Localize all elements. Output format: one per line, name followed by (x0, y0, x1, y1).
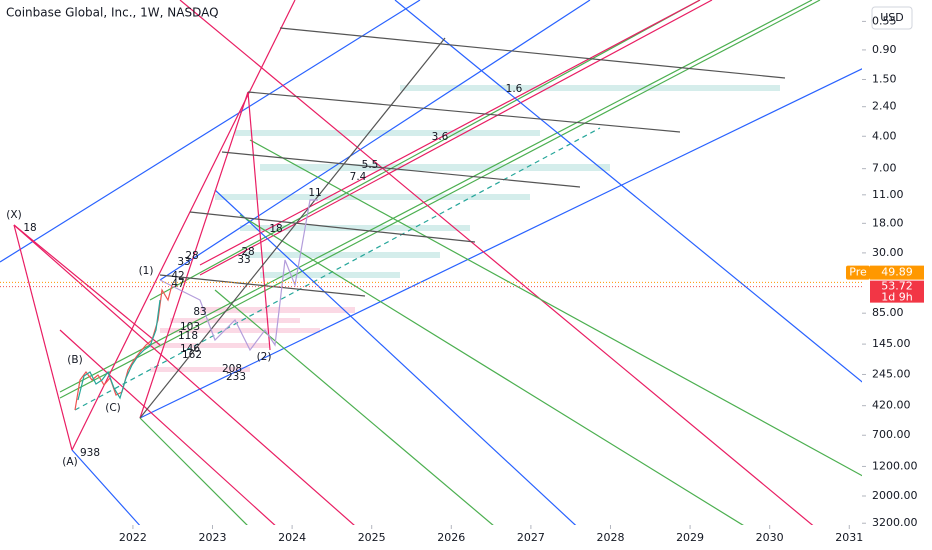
chart-title: Coinbase Global, Inc., 1W, NASDAQ (6, 6, 219, 20)
premarket-badge (870, 265, 924, 280)
countdown: 1d 9h (881, 291, 912, 304)
annotation: 33 (237, 254, 250, 266)
annotation: 42 (171, 270, 184, 282)
annotation: 28 (241, 246, 254, 258)
y-tick-label: 1200.00 (872, 459, 918, 472)
premarket-label: Pre (849, 266, 867, 279)
annotation: (B) (67, 354, 82, 366)
annotation: 33 (177, 256, 190, 268)
annotation: 162 (182, 349, 202, 361)
y-tick-label: 2.40 (872, 100, 897, 113)
zone-bands (215, 85, 780, 278)
annotation: (X) (6, 209, 21, 221)
x-tick-label: 2022 (119, 531, 147, 544)
x-tick-label: 2029 (676, 531, 704, 544)
x-tick-label: 2028 (596, 531, 624, 544)
y-tick-label: 3200.00 (872, 516, 918, 529)
x-tick-label: 2024 (278, 531, 306, 544)
annotation: 233 (226, 371, 246, 383)
annotation: 83 (193, 306, 206, 318)
annotation: 3.6 (432, 131, 449, 143)
last-price-badge (870, 280, 924, 303)
y-tick-label: 18.00 (872, 216, 904, 229)
y-tick-label: 0.90 (872, 43, 897, 56)
annotation: 18 (23, 222, 36, 234)
premarket-tag (846, 265, 870, 280)
time-axis (0, 525, 932, 550)
annotation: 28 (185, 250, 198, 262)
y-tick-label: 245.00 (872, 367, 911, 380)
y-tick-label: 4.00 (872, 129, 897, 142)
annotation: (C) (105, 402, 121, 414)
y-tick-label: 2000.00 (872, 489, 918, 502)
x-tick-label: 2023 (199, 531, 227, 544)
y-tick-label: 700.00 (872, 428, 911, 441)
y-tick-label: 420.00 (872, 399, 911, 412)
y-tick-label: 30.00 (872, 246, 904, 259)
x-tick-label: 2031 (835, 531, 863, 544)
premarket-value: 49.89 (881, 266, 913, 279)
annotation: (1) (139, 265, 154, 277)
annotation: 118 (178, 330, 198, 342)
y-tick-label: 1.50 (872, 72, 897, 85)
annotation: 208 (222, 363, 242, 375)
y-tick-label: 85.00 (872, 306, 904, 319)
annotation: 7.4 (350, 171, 367, 183)
y-tick-label: 11.00 (872, 188, 904, 201)
currency[interactable]: USD (880, 11, 904, 24)
annotation: 11 (308, 187, 321, 199)
annotation: 146 (180, 343, 200, 355)
annotation: (A) (62, 456, 77, 468)
annotation: 1.6 (506, 83, 523, 95)
last-price: 53.72 (881, 280, 913, 293)
annotation: 103 (180, 321, 200, 333)
y-tick-label: 145.00 (872, 337, 911, 350)
currency-box[interactable] (871, 6, 913, 30)
annotation: 5.5 (362, 159, 379, 171)
y-tick-label: 7.00 (872, 162, 897, 175)
x-tick-label: 2025 (358, 531, 386, 544)
y-tick-label: 0.55 (872, 14, 897, 27)
x-tick-label: 2026 (437, 531, 465, 544)
annotation: 18 (269, 223, 282, 235)
annotation: 47 (171, 278, 184, 290)
annotation: 938 (80, 447, 100, 459)
annotation: (2) (257, 351, 272, 363)
x-tick-label: 2027 (517, 531, 545, 544)
x-tick-label: 2030 (756, 531, 784, 544)
